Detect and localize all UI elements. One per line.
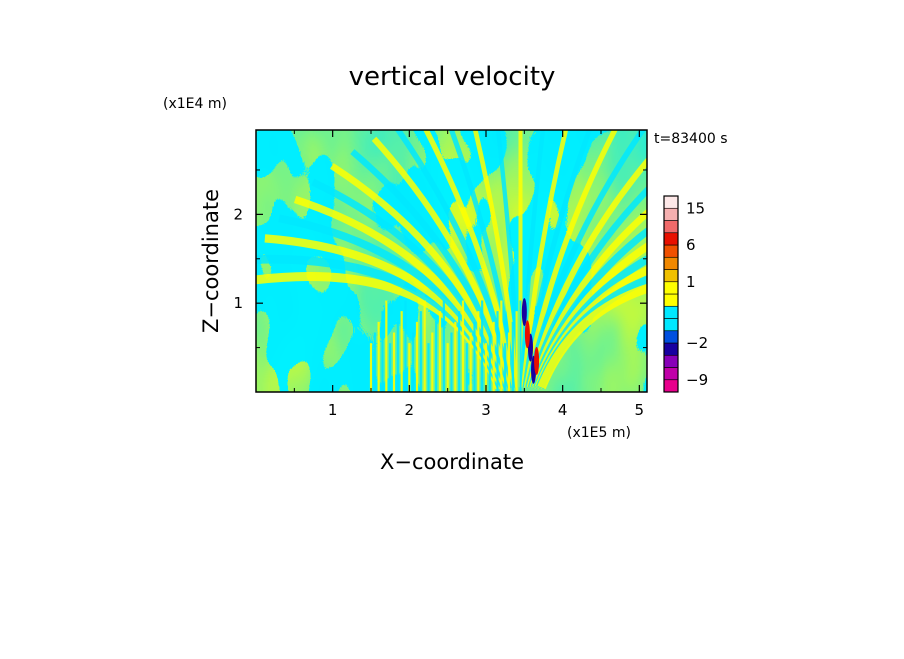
colorbar-segment	[663, 367, 679, 381]
plot-frame	[255, 129, 648, 393]
y-tick-label: 1	[233, 294, 243, 312]
chart-title: vertical velocity	[349, 62, 556, 92]
x-axis: 1 2 3 4 5	[293, 130, 645, 419]
colorbar-segment	[663, 220, 679, 234]
colorbar-segment	[663, 232, 679, 246]
wave-band	[521, 130, 569, 388]
wave-band	[448, 130, 519, 388]
colorbar-segment	[663, 195, 679, 209]
wave-band	[519, 130, 546, 388]
velocity-field	[256, 130, 647, 392]
colorbar-segment	[663, 305, 679, 319]
colorbar-segment	[663, 281, 679, 295]
colorbar-segment	[663, 354, 679, 368]
x-tick-label: 1	[328, 401, 338, 419]
colorbar-segment	[663, 269, 679, 283]
y-tick-label: 2	[233, 205, 243, 223]
x-scale-label: (x1E5 m)	[567, 425, 631, 441]
time-label: t=83400 s	[654, 131, 728, 147]
colorbar-segment	[663, 318, 679, 332]
wave-band	[423, 130, 518, 389]
colorbar-label: −9	[686, 371, 708, 389]
colorbar-segment	[663, 244, 679, 258]
colorbar-segment	[663, 207, 679, 221]
wave-band	[523, 130, 618, 389]
colorbar-label: 6	[686, 236, 696, 254]
convective-core	[521, 298, 527, 327]
colorbar: 15 6 1 −2 −9	[663, 195, 708, 393]
y-axis: 12	[233, 169, 647, 349]
x-tick-label: 3	[481, 401, 491, 419]
wave-band	[472, 130, 520, 388]
colorbar-frame	[663, 195, 679, 393]
colorbar-segment	[663, 293, 679, 307]
wave-band	[537, 283, 647, 390]
convective-core	[524, 320, 530, 349]
colorbar-label: 15	[686, 199, 705, 217]
colorbar-label: −2	[686, 334, 708, 352]
colorbar-label: 1	[686, 273, 696, 291]
colorbar-segment	[663, 330, 679, 344]
y-scale-label: (x1E4 m)	[163, 96, 227, 112]
convective-core	[534, 346, 540, 375]
x-tick-label: 4	[558, 401, 568, 419]
y-axis-title: Z−coordinate	[199, 189, 223, 333]
x-tick-label: 5	[635, 401, 645, 419]
x-axis-title: X−coordinate	[380, 450, 524, 474]
colorbar-segment	[663, 379, 679, 393]
x-tick-label: 2	[405, 401, 415, 419]
wave-bands	[256, 130, 647, 392]
colorbar-segment	[663, 342, 679, 356]
colorbar-segment	[663, 256, 679, 270]
